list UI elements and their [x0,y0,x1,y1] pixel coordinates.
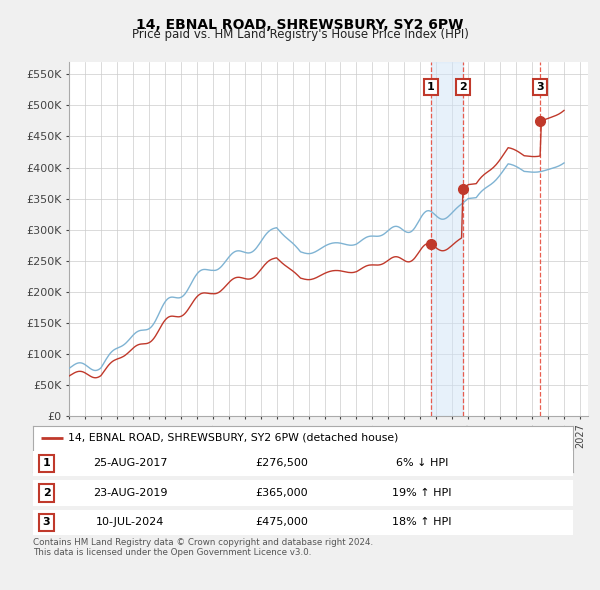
Text: 14, EBNAL ROAD, SHREWSBURY, SY2 6PW (detached house): 14, EBNAL ROAD, SHREWSBURY, SY2 6PW (det… [68,433,398,443]
Text: £276,500: £276,500 [255,458,308,468]
Text: 18% ↑ HPI: 18% ↑ HPI [392,517,452,527]
Text: 3: 3 [536,82,544,92]
Text: 25-AUG-2017: 25-AUG-2017 [93,458,167,468]
Text: 3: 3 [43,517,50,527]
Text: 2: 2 [43,488,50,498]
Text: £365,000: £365,000 [255,488,308,498]
Text: HPI: Average price, detached house, Shropshire: HPI: Average price, detached house, Shro… [68,455,329,465]
Bar [431,62,463,416]
Text: 1: 1 [43,458,50,468]
Text: 23-AUG-2019: 23-AUG-2019 [93,488,167,498]
Text: Contains HM Land Registry data © Crown copyright and database right 2024.: Contains HM Land Registry data © Crown c… [33,538,373,547]
Text: 1: 1 [427,82,434,92]
Text: £475,000: £475,000 [255,517,308,527]
Text: This data is licensed under the Open Government Licence v3.0.: This data is licensed under the Open Gov… [33,548,311,556]
Text: Price paid vs. HM Land Registry's House Price Index (HPI): Price paid vs. HM Land Registry's House … [131,28,469,41]
Text: 6% ↓ HPI: 6% ↓ HPI [395,458,448,468]
Text: 2: 2 [459,82,467,92]
Text: 14, EBNAL ROAD, SHREWSBURY, SY2 6PW: 14, EBNAL ROAD, SHREWSBURY, SY2 6PW [136,18,464,32]
Text: 10-JUL-2024: 10-JUL-2024 [96,517,164,527]
Text: 19% ↑ HPI: 19% ↑ HPI [392,488,452,498]
